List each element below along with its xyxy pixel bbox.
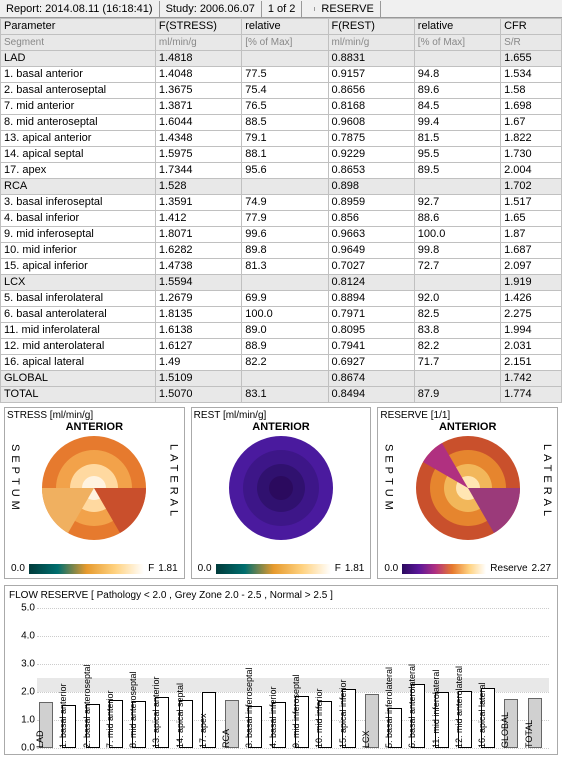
table-row: 17. apex1.734495.60.865389.52.004: [1, 163, 562, 179]
table-row: 10. mid inferior1.628289.80.964999.81.68…: [1, 243, 562, 259]
table-row: GLOBAL1.51090.86741.742: [1, 371, 562, 387]
flow-reserve-barchart: FLOW RESERVE [ Pathology < 2.0 , Grey Zo…: [4, 585, 558, 755]
polar-map-row: STRESS [ml/min/g] ANTERIOR SEPTUM LATERA…: [4, 407, 558, 579]
table-row: TOTAL1.507083.10.849487.91.774: [1, 387, 562, 403]
perfusion-table: ParameterF(STRESS)relativeF(REST)relativ…: [0, 18, 562, 403]
col-header: F(STRESS): [155, 19, 241, 35]
table-row: 12. mid anterolateral1.612788.90.794182.…: [1, 339, 562, 355]
table-head-1: ParameterF(STRESS)relativeF(REST)relativ…: [1, 19, 562, 35]
col-header: Parameter: [1, 19, 156, 35]
report-header: Report: 2014.08.11 (16:18:41) Study: 200…: [0, 0, 562, 18]
table-row: 6. basal anterolateral1.8135100.00.79718…: [1, 307, 562, 323]
table-row: 5. basal inferolateral1.267969.90.889492…: [1, 291, 562, 307]
table-row: 11. mid inferolateral1.613889.00.809583.…: [1, 323, 562, 339]
col-header: F(REST): [328, 19, 414, 35]
table-row: 14. apical septal1.597588.10.922995.51.7…: [1, 147, 562, 163]
table-row: 7. mid anterior1.387176.50.816884.51.698: [1, 99, 562, 115]
report-date: Report: 2014.08.11 (16:18:41): [0, 1, 160, 17]
table-row: 8. mid anteroseptal1.604488.50.960899.41…: [1, 115, 562, 131]
colorbar-stress: [29, 564, 144, 574]
colorbar-rest: [216, 564, 331, 574]
polar-rest: REST [ml/min/g] ANTERIOR 0.0F1.81: [191, 407, 372, 579]
bullseye-rest: [221, 433, 341, 543]
col-header: relative: [414, 19, 500, 35]
polar-stress: STRESS [ml/min/g] ANTERIOR SEPTUM LATERA…: [4, 407, 185, 579]
table-row: 9. mid inferoseptal1.807199.60.9663100.0…: [1, 227, 562, 243]
table-row: LAD1.48180.88311.655: [1, 51, 562, 67]
table-row: 2. basal anteroseptal1.367575.40.865689.…: [1, 83, 562, 99]
polar-reserve: RESERVE [1/1] ANTERIOR SEPTUM LATERAL 0.…: [377, 407, 558, 579]
table-row: RCA1.5280.8981.702: [1, 179, 562, 195]
mode-label: RESERVE: [315, 1, 380, 17]
table-head-2: Segmentml/min/g[% of Max]ml/min/g[% of M…: [1, 35, 562, 51]
page-indicator: 1 of 2: [262, 1, 303, 17]
table-row: LCX1.55940.81241.919: [1, 275, 562, 291]
study-date: Study: 2006.06.07: [160, 1, 262, 17]
table-row: 4. basal inferior1.41277.90.85688.61.65: [1, 211, 562, 227]
bullseye-stress: [34, 433, 154, 543]
col-header: relative: [242, 19, 328, 35]
table-row: 15. apical inferior1.473881.30.702772.72…: [1, 259, 562, 275]
table-row: 16. apical lateral1.4982.20.692771.72.15…: [1, 355, 562, 371]
table-row: 1. basal anterior1.404877.50.915794.81.5…: [1, 67, 562, 83]
table-row: 13. apical anterior1.434879.10.787581.51…: [1, 131, 562, 147]
bullseye-reserve: [408, 433, 528, 543]
table-row: 3. basal inferoseptal1.359174.90.895992.…: [1, 195, 562, 211]
colorbar-reserve: [402, 564, 486, 574]
col-header: CFR: [501, 19, 562, 35]
